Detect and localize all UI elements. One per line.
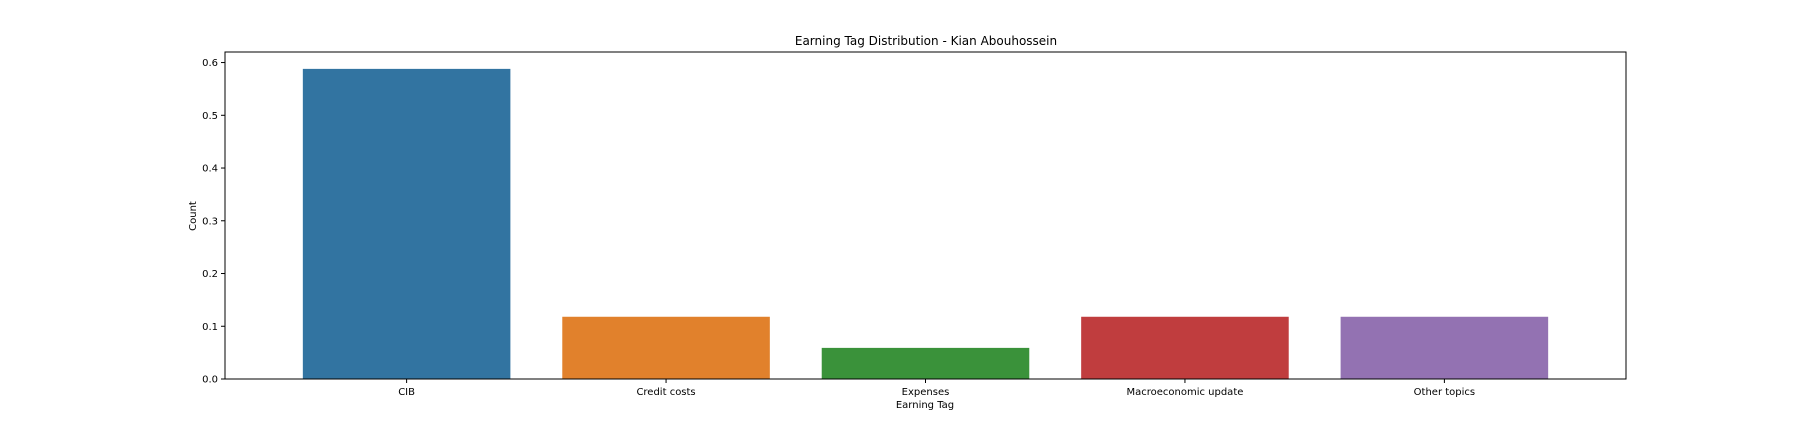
- x-axis: CIB Credit costs Expenses Macroeconomic upd…: [398, 379, 1475, 398]
- y-tick-label-0: 0.0: [202, 375, 218, 386]
- chart-title: Earning Tag Distribution - Kian Abouhoss…: [795, 34, 1057, 48]
- bars-group: [302, 68, 1549, 380]
- bar-3: [1081, 316, 1289, 379]
- plot-frame: [224, 51, 1627, 380]
- x-tick-label-2: Expenses: [902, 387, 950, 398]
- y-axis-label: Count: [188, 201, 199, 231]
- bar-1: [562, 316, 770, 379]
- y-tick-label-3: 0.3: [202, 216, 218, 227]
- bar-0: [302, 68, 511, 380]
- y-tick-label-4: 0.4: [202, 164, 218, 175]
- y-tick-label-2: 0.2: [202, 269, 218, 280]
- y-tick-label-5: 0.5: [202, 111, 218, 122]
- x-tick-label-0: CIB: [398, 387, 415, 398]
- x-axis-label: Earning Tag: [896, 400, 954, 411]
- x-tick-label-4: Other topics: [1414, 387, 1475, 398]
- x-tick-label-1: Credit costs: [636, 387, 695, 398]
- y-axis: 0.0 0.1 0.2 0.3 0.4 0.5 0.6: [202, 58, 225, 386]
- y-tick-label-6: 0.6: [202, 58, 218, 69]
- bar-2: [821, 347, 1030, 379]
- y-tick-label-1: 0.1: [202, 322, 218, 333]
- bar-4: [1340, 316, 1549, 379]
- x-tick-label-3: Macroeconomic update: [1126, 387, 1243, 398]
